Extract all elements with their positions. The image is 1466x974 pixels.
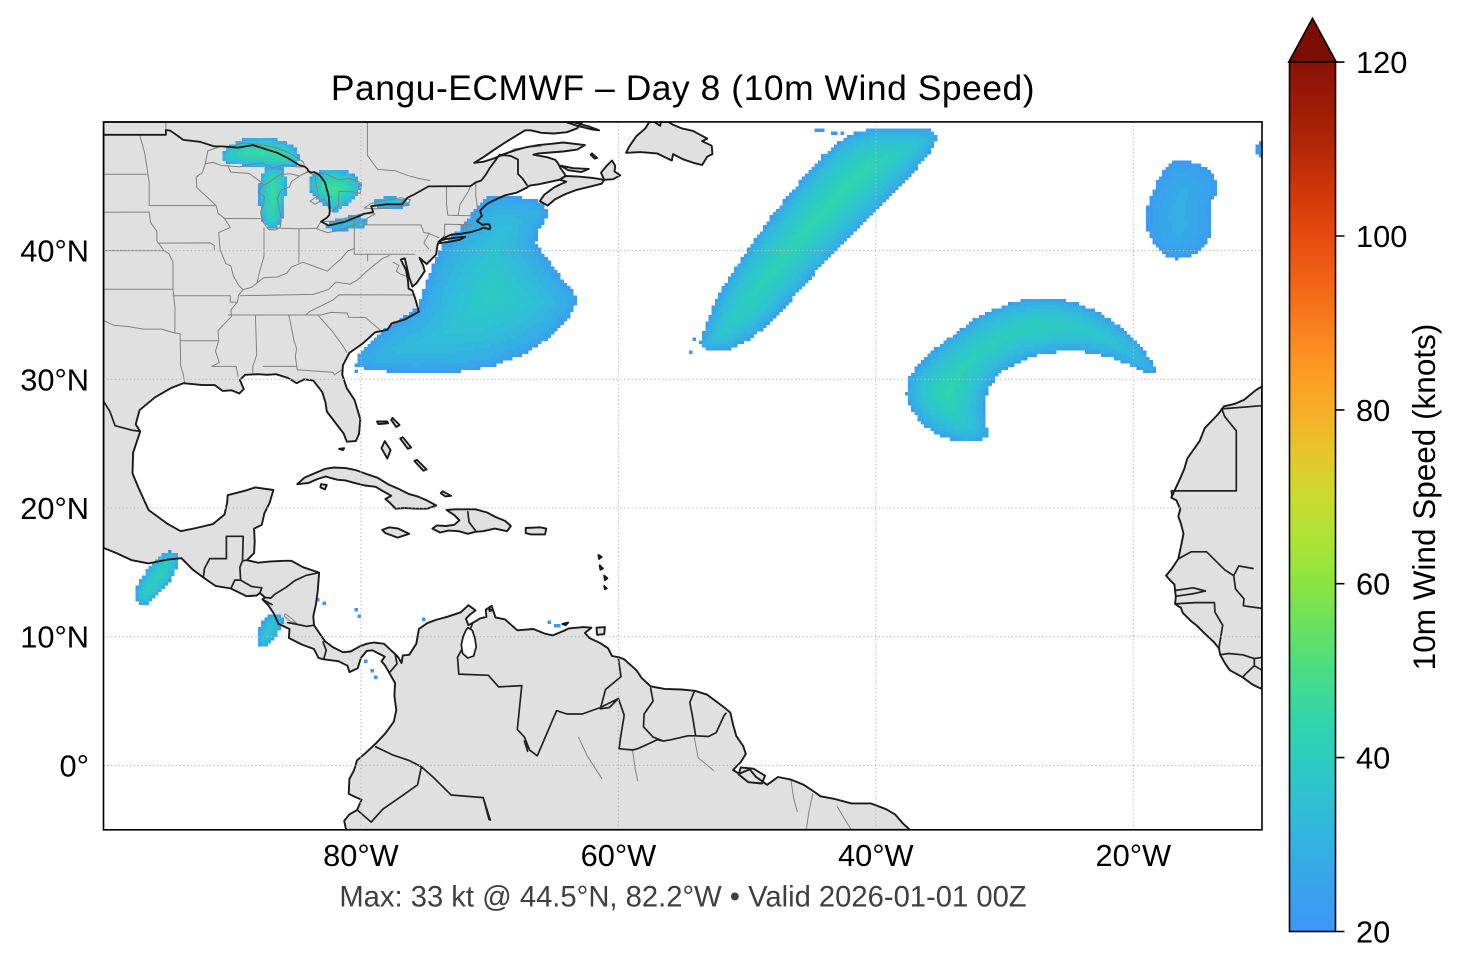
svg-text:Max: 33 kt @ 44.5°N, 82.2°W •: Max: 33 kt @ 44.5°N, 82.2°W • Valid 2026… bbox=[339, 882, 1026, 914]
svg-text:20°W: 20°W bbox=[1095, 838, 1171, 873]
svg-text:80°W: 80°W bbox=[323, 838, 399, 873]
svg-text:40°N: 40°N bbox=[20, 234, 89, 269]
svg-text:20°N: 20°N bbox=[20, 491, 89, 526]
svg-text:40°W: 40°W bbox=[838, 838, 914, 873]
svg-text:120: 120 bbox=[1356, 45, 1407, 80]
svg-text:100: 100 bbox=[1356, 219, 1407, 254]
svg-text:40: 40 bbox=[1356, 741, 1390, 776]
svg-text:0°: 0° bbox=[60, 748, 89, 783]
svg-text:10m Wind Speed (knots): 10m Wind Speed (knots) bbox=[1406, 324, 1442, 671]
svg-text:10°N: 10°N bbox=[20, 620, 89, 655]
svg-text:60: 60 bbox=[1356, 567, 1390, 602]
svg-text:30°N: 30°N bbox=[20, 362, 89, 397]
svg-text:Pangu-ECMWF – Day 8 (10m Wind: Pangu-ECMWF – Day 8 (10m Wind Speed) bbox=[331, 68, 1035, 108]
svg-text:60°W: 60°W bbox=[581, 838, 657, 873]
svg-text:80: 80 bbox=[1356, 393, 1390, 428]
svg-text:20: 20 bbox=[1356, 915, 1390, 950]
